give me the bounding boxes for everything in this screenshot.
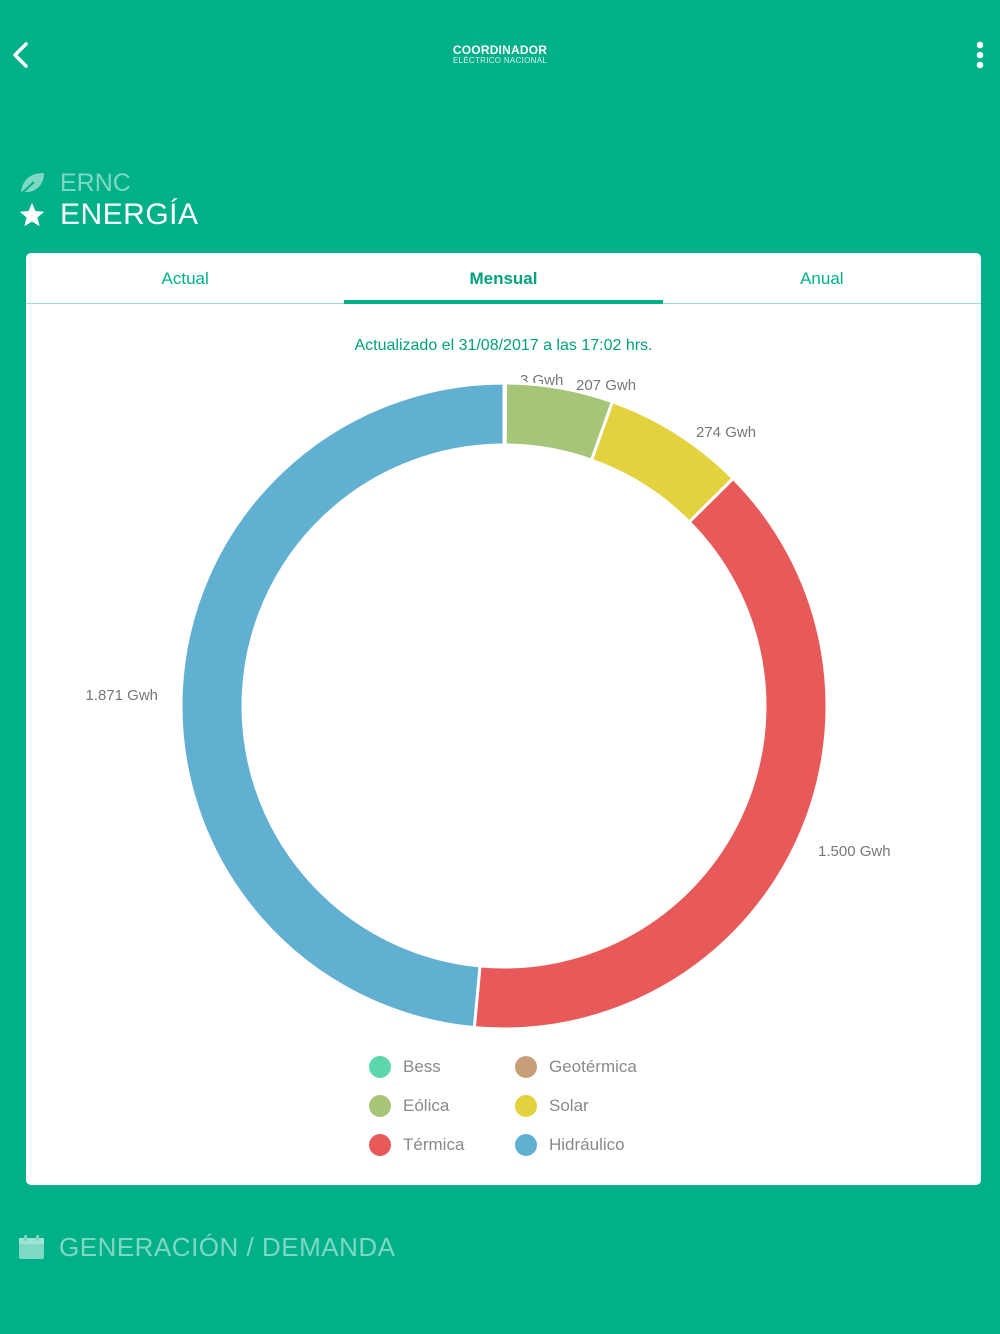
legend-item-bess[interactable]: Bess (369, 1055, 441, 1079)
slice-hidraulico[interactable] (179, 381, 506, 1030)
legend-swatch (369, 1056, 391, 1078)
data-label-termica: 1.500 Gwh (818, 843, 891, 860)
updated-timestamp: Actualizado el 31/08/2017 a las 17:02 hr… (354, 337, 653, 354)
section-generacion-label: GENERACIÓN / DEMANDA (59, 1231, 396, 1262)
chevron-left-icon (13, 42, 28, 68)
calendar-icon (19, 1235, 44, 1259)
section-energia-label: ENERGÍA (60, 198, 199, 231)
period-tabs: Actual Mensual Anual (26, 253, 981, 304)
more-vertical-icon (976, 41, 984, 69)
legend-swatch (515, 1056, 537, 1078)
tab-actual[interactable]: Actual (161, 269, 209, 288)
legend-label: Eólica (403, 1096, 450, 1115)
tab-mensual[interactable]: Mensual (344, 253, 663, 304)
data-label-hidraulico: 1.871 Gwh (85, 687, 158, 704)
section-ernc[interactable]: ERNC (18, 168, 131, 198)
data-label-solar: 274 Gwh (696, 424, 756, 441)
star-icon (19, 202, 45, 227)
app-logo: COORDINADOR ELÉCTRICO NACIONAL (400, 44, 600, 65)
legend-label: Térmica (403, 1135, 465, 1154)
back-button[interactable] (8, 38, 36, 72)
leaf-icon (19, 173, 44, 196)
legend-item-hidraulico[interactable]: Hidráulico (515, 1133, 625, 1157)
legend-item-termica[interactable]: Térmica (369, 1133, 464, 1157)
section-generacion-demanda[interactable]: GENERACIÓN / DEMANDA (18, 1230, 396, 1264)
logo-line-2: ELÉCTRICO NACIONAL (452, 56, 548, 65)
section-ernc-label: ERNC (60, 168, 131, 197)
section-energia[interactable]: ENERGÍA (18, 197, 199, 233)
legend-label: Solar (549, 1096, 589, 1115)
legend-item-eolica[interactable]: Eólica (369, 1094, 449, 1118)
legend-label: Geotérmica (549, 1057, 637, 1076)
legend-swatch (515, 1134, 537, 1156)
more-menu-button[interactable] (968, 40, 992, 72)
legend-swatch (369, 1134, 391, 1156)
legend-item-solar[interactable]: Solar (515, 1094, 589, 1118)
top-bar: COORDINADOR ELÉCTRICO NACIONAL (0, 0, 1000, 110)
logo-line-1: COORDINADOR (452, 43, 548, 57)
energy-card: Actual Mensual Anual Actualizado el 31/0… (26, 253, 981, 1185)
tab-anual[interactable]: Anual (800, 269, 844, 288)
slice-termica[interactable] (472, 476, 829, 1031)
legend-item-geotermica[interactable]: Geotérmica (515, 1055, 637, 1079)
legend-label: Bess (403, 1057, 441, 1076)
legend-label: Hidráulico (549, 1135, 625, 1154)
legend-swatch (369, 1095, 391, 1117)
legend-swatch (515, 1095, 537, 1117)
data-label-eolica: 207 Gwh (576, 377, 636, 394)
